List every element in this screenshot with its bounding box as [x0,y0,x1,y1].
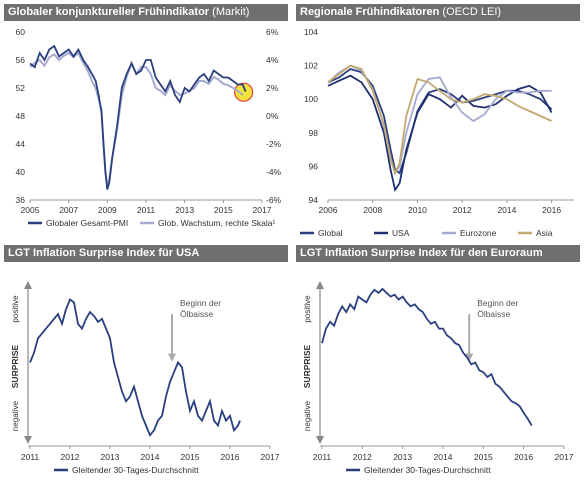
y-right-tick-label: -4% [266,167,282,177]
y-left-tick-label: 40 [16,167,26,177]
x-tick-label: 2017 [555,452,574,462]
legend-asia-label: Asia [536,228,553,238]
x-tick-label: 2014 [434,452,453,462]
x-tick-label: 2008 [363,205,382,215]
x-tick-label: 2014 [497,205,516,215]
legend-eurozone-label: Eurozone [460,228,497,238]
annotation-text-line2: Ölbaisse [477,309,510,319]
x-tick-label: 2013 [393,452,412,462]
legend-pmi-label: Globaler Gesamt-PMI [46,218,128,228]
annotation-arrow-head [465,353,474,362]
annotation-text-line2: Ölbaisse [180,309,213,319]
x-tick-label: 2013 [175,205,194,215]
y-positive-label: positive [303,295,312,323]
x-tick-label: 2012 [453,205,472,215]
x-tick-label: 2016 [221,452,240,462]
chart-title: Globaler konjunktureller Frühindikator [8,6,210,18]
x-tick-label: 2011 [137,205,156,215]
x-tick-label: 2017 [261,452,280,462]
x-tick-label: 2013 [101,452,120,462]
series-line-asia [327,64,552,176]
y-left-tick-label: 56 [16,55,26,65]
x-tick-label: 2015 [181,452,200,462]
y-right-tick-label: 4% [266,55,279,65]
y-tick-label: 94 [309,195,319,205]
x-tick-label: 2017 [253,205,272,215]
y-tick-label: 96 [309,161,319,171]
y-tick-label: 102 [304,61,318,71]
y-positive-label: positive [11,295,20,323]
chart-title: Regionale Frühindikatoren [300,6,440,18]
chart-euro-surprise: positive SURPRISE negative 2011 2012 2013 2014… [302,281,574,475]
annotation-text-line1: Beginn der [180,298,221,308]
chart-title: LGT Inflation Surprise Index für USA [8,247,200,259]
y-right-tick-label: 2% [266,83,279,93]
y-tick-label: 100 [304,94,318,104]
y-left-tick-label: 44 [16,139,26,149]
y-axis-title: SURPRISE [10,344,20,388]
chart-title-bar-1: Globaler konjunktureller Frühindikator (… [4,4,288,21]
y-left-tick-label: 36 [16,195,26,205]
x-tick-label: 2005 [21,205,40,215]
series-line-growth [29,51,244,187]
y-right-tick-label: 0% [266,111,279,121]
y-left-tick-label: 48 [16,111,26,121]
chart-global-pmi: 60 56 52 48 44 40 36 6% 4% 2% 0% -2% -4% -6% 2005 2007 2… [16,27,282,228]
y-tick-label: 98 [309,128,319,138]
chart-usa-surprise: positive SURPRISE negative 2011 2012 2013 2014… [10,281,280,475]
chart-title-bar-4: LGT Inflation Surprise Index für den Eur… [296,245,580,262]
y-left-tick-label: 52 [16,83,26,93]
legend-usa-label: USA [392,228,410,238]
x-tick-label: 2007 [59,205,78,215]
series-line-global [327,68,553,175]
x-tick-label: 2012 [61,452,80,462]
y-right-tick-label: -2% [266,139,282,149]
x-tick-label: 2012 [353,452,372,462]
arrow-up-head [316,281,324,289]
chart-subtitle: (OECD LEI) [442,6,502,18]
arrow-down-head [24,436,32,444]
x-tick-label: 2016 [542,205,561,215]
chart-title: LGT Inflation Surprise Index für den Eur… [300,247,543,259]
y-left-tick-label: 60 [16,27,26,37]
y-axis-title: SURPRISE [302,344,312,388]
x-tick-label: 2009 [98,205,117,215]
x-tick-label: 2015 [474,452,493,462]
series-line-pmi [29,44,247,190]
chart-subtitle: (Markit) [212,6,250,18]
chart-title-bar-3: LGT Inflation Surprise Index für USA [4,245,288,262]
y-right-tick-label: -6% [266,195,282,205]
arrow-up-head [24,281,32,289]
series-line-usa [327,74,553,193]
chart-title-bar-2: Regionale Frühindikatoren (OECD LEI) [296,4,580,21]
x-tick-label: 2010 [408,205,427,215]
legend-moving-average-label: Gleitender 30-Tages-Durchschnitt [364,465,491,475]
highlight-circle [234,82,254,102]
x-tick-label: 2011 [313,452,332,462]
legend-global-label: Global [318,228,343,238]
annotation-arrow-head [168,353,176,362]
y-tick-label: 104 [304,27,318,37]
series-line-surprise [29,298,241,437]
x-tick-label: 2016 [514,452,533,462]
y-right-tick-label: 6% [266,27,279,37]
x-tick-label: 2011 [21,452,40,462]
y-negative-label: negative [303,400,312,431]
arrow-down-head [316,436,324,444]
annotation-text-line1: Beginn der [477,298,518,308]
y-negative-label: negative [11,400,20,431]
x-tick-label: 2015 [214,205,233,215]
series-line-surprise [321,287,533,426]
legend-moving-average-label: Gleitender 30-Tages-Durchschnitt [72,465,199,475]
x-tick-label: 2014 [141,452,160,462]
x-tick-label: 2006 [319,205,338,215]
legend-growth-label: Glob. Wachstum, rechte Skala¹ [158,218,275,228]
